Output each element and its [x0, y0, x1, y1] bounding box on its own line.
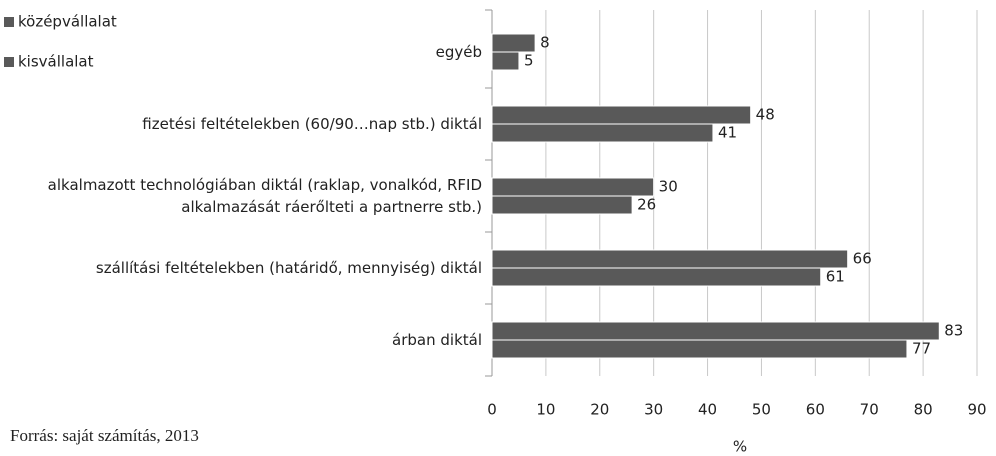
data-label: 61: [826, 268, 845, 286]
data-label: 66: [853, 250, 872, 268]
y-tick-label: fizetési feltételekben (60/90…nap stb.) …: [142, 115, 482, 133]
data-label: 8: [540, 34, 550, 52]
bar: [491, 267, 822, 287]
legend-swatch: [4, 17, 14, 27]
data-label: 30: [659, 178, 678, 196]
x-tick-label: 60: [806, 401, 825, 419]
bar: [491, 321, 940, 341]
legend-label: kisvállalat: [18, 53, 94, 71]
bar: [491, 105, 752, 125]
y-tick-label: szállítási feltételekben (határidő, menn…: [95, 259, 482, 277]
bar: [491, 249, 849, 269]
x-tick-label: 70: [860, 401, 879, 419]
y-tick-label: egyéb: [435, 43, 482, 61]
bar: [491, 33, 536, 53]
data-label: 83: [944, 322, 963, 340]
x-tick-label: 90: [967, 401, 986, 419]
data-label: 48: [756, 106, 775, 124]
bar: [491, 195, 633, 215]
data-label: 5: [524, 52, 534, 70]
data-label: 77: [912, 340, 931, 358]
y-tick-label: árban diktál: [392, 331, 482, 349]
source-note: Forrás: saját számítás, 2013: [10, 426, 199, 445]
legend-label: középvállalat: [18, 13, 117, 31]
x-tick-label: 40: [698, 401, 717, 419]
bar: [491, 177, 655, 197]
x-tick-label: 80: [914, 401, 933, 419]
bar: [491, 339, 908, 359]
x-axis-label: %: [733, 438, 747, 456]
data-label: 41: [718, 124, 737, 142]
data-label: 26: [637, 196, 656, 214]
bar: [491, 123, 714, 143]
x-tick-label: 0: [487, 401, 497, 419]
bar: [491, 51, 520, 71]
x-tick-label: 10: [536, 401, 555, 419]
y-tick-label: alkalmazott technológiában diktál (rakla…: [47, 176, 482, 216]
x-tick-label: 20: [590, 401, 609, 419]
x-tick-label: 30: [644, 401, 663, 419]
legend-swatch: [4, 57, 14, 67]
x-tick-label: 50: [752, 401, 771, 419]
